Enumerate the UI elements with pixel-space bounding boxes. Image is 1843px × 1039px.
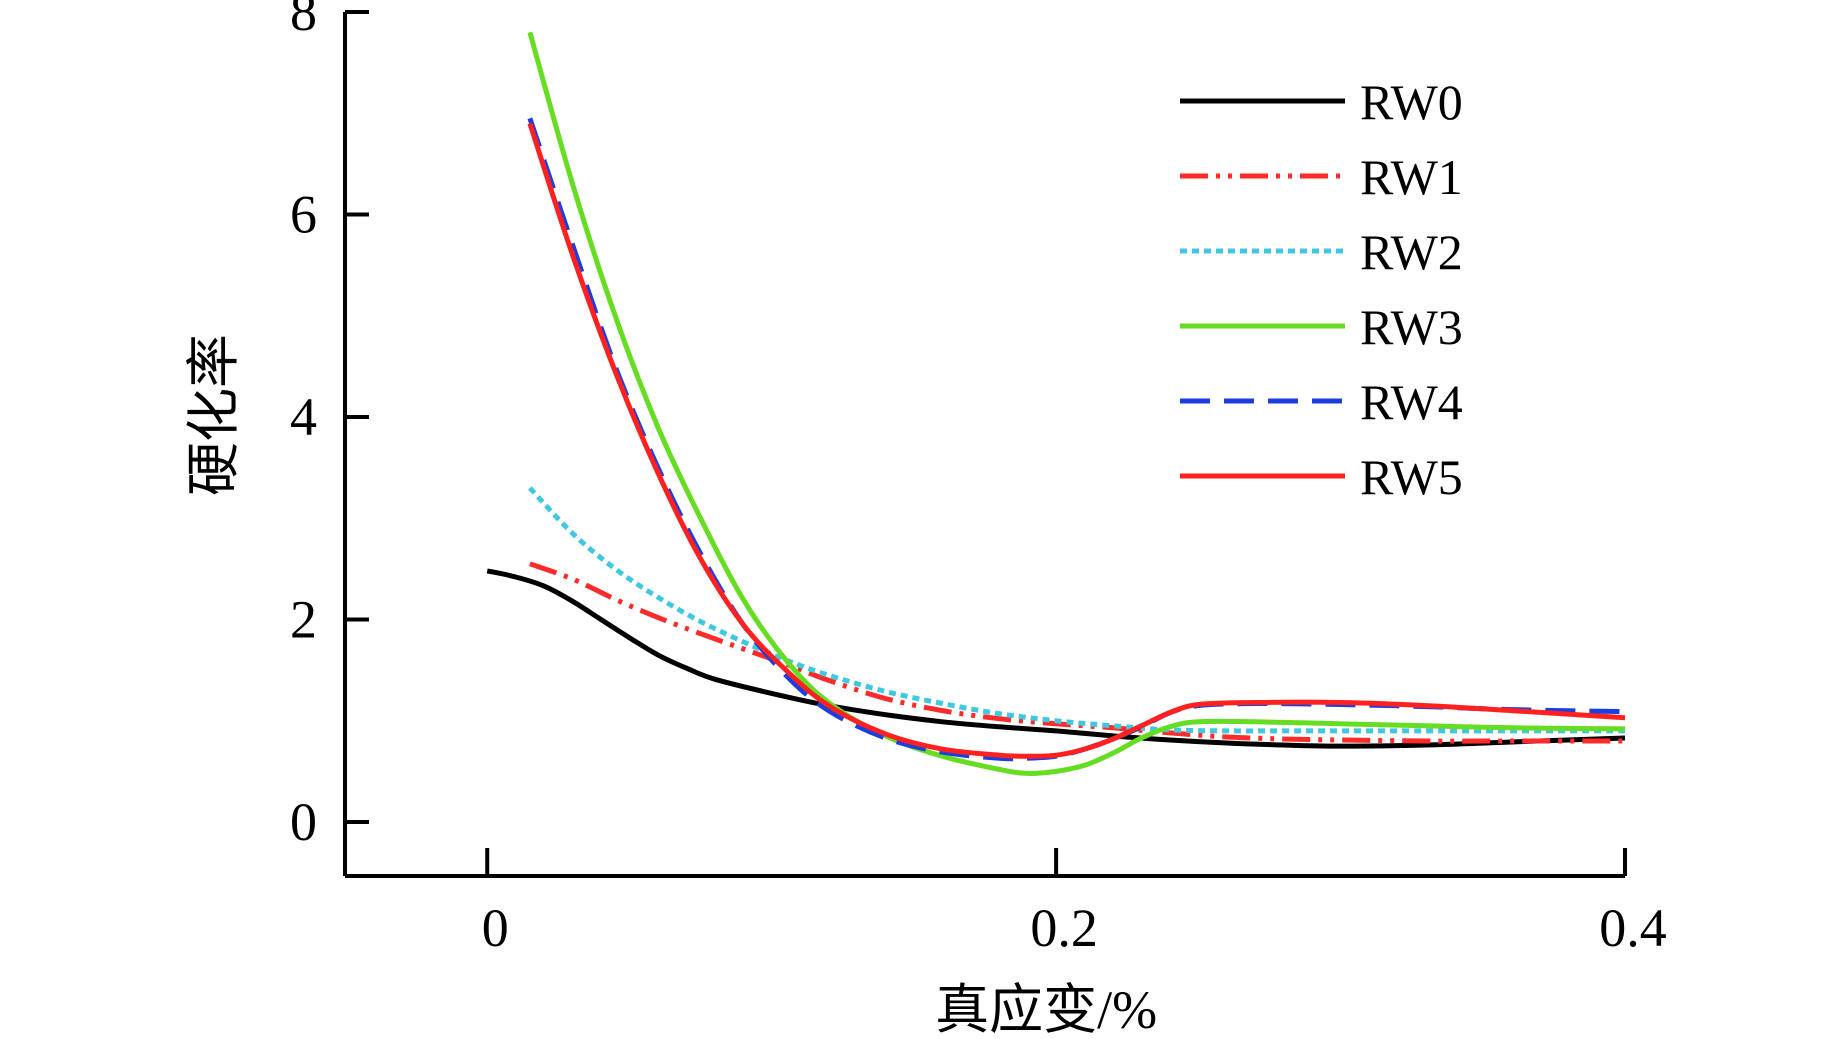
series-line-rw3 — [527, 31, 1626, 776]
axes: 0 2 4 6 8 0 0.2 0.4 — [290, 0, 1667, 958]
x-tick-label: 0.4 — [1599, 898, 1667, 958]
legend-label-rw3: RW3 — [1360, 299, 1463, 355]
plot-lines — [486, 31, 1626, 776]
legend-label-rw4: RW4 — [1360, 374, 1463, 430]
y-tick-label: 6 — [290, 185, 317, 245]
x-tick-label: 0 — [482, 898, 509, 958]
series-line-rw0 — [486, 568, 1626, 749]
legend-label-rw5: RW5 — [1360, 449, 1463, 505]
y-tick-label: 4 — [290, 387, 317, 447]
series-line-rw2 — [528, 486, 1625, 734]
y-tick-label: 8 — [290, 0, 317, 42]
legend-label-rw2: RW2 — [1360, 224, 1463, 280]
x-axis-label: 真应变/% — [935, 980, 1157, 1039]
y-tick-label: 0 — [290, 792, 317, 852]
legend-label-rw0: RW0 — [1360, 74, 1463, 130]
series-line-rw5 — [527, 122, 1626, 759]
x-tick-label: 0.2 — [1030, 898, 1098, 958]
y-axis-label: 硬化率 — [184, 334, 244, 496]
legend-label-rw1: RW1 — [1360, 149, 1463, 205]
series-line-rw1 — [529, 561, 1625, 744]
y-tick-label: 2 — [290, 590, 317, 650]
series-line-rw4 — [527, 117, 1626, 762]
legend: RW0 RW1 RW2 RW3 RW4 RW5 — [1180, 74, 1463, 505]
